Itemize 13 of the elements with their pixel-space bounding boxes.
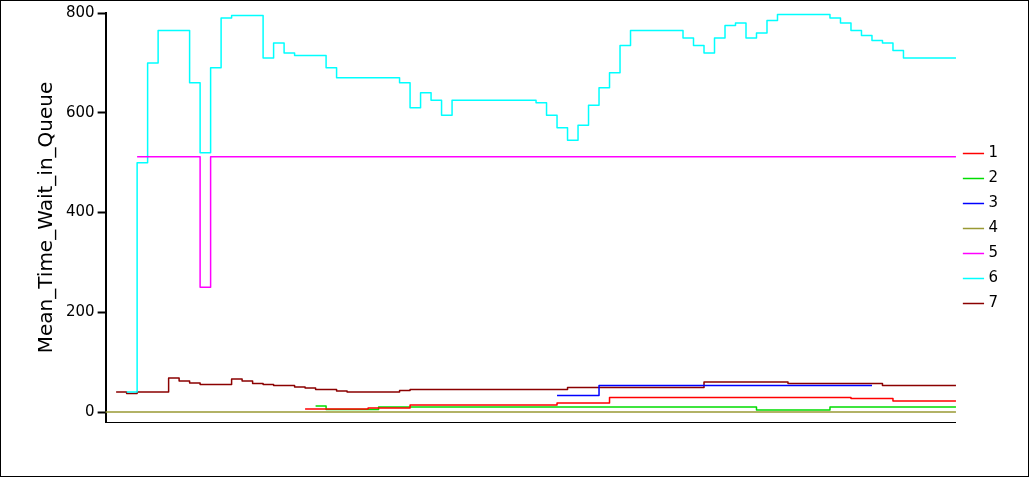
y-tick-label: 0	[85, 401, 95, 420]
legend-label: 7	[988, 293, 998, 312]
y-axis-title: Mean_Time_Wait_in_Queue	[33, 81, 58, 354]
legend-label: 4	[988, 218, 998, 237]
y-tick-label: 800	[65, 2, 95, 21]
legend-label: 6	[988, 268, 998, 287]
legend-label: 2	[988, 168, 998, 187]
legend-label: 3	[988, 193, 998, 212]
legend-label: 1	[988, 143, 998, 162]
y-tick-label: 600	[65, 102, 95, 121]
y-tick-label: 400	[65, 202, 95, 221]
y-tick-label: 200	[65, 302, 95, 321]
legend-label: 5	[988, 243, 998, 262]
